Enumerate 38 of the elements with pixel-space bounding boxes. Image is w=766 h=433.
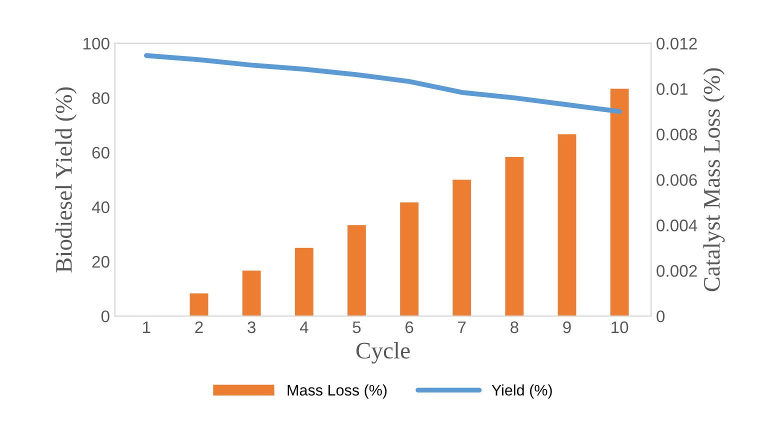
y-axis-title: Biodiesel Yield (%) (55, 87, 77, 272)
y-tick-label: 80 (92, 92, 110, 104)
bar (400, 202, 418, 316)
x-tick-label: 10 (612, 321, 628, 334)
x-tick-label: 8 (510, 321, 518, 334)
bar (242, 270, 261, 316)
x-tick-label: 2 (195, 321, 203, 334)
x-tick-label: 7 (458, 322, 466, 334)
legend-label: Mass Loss (%) (288, 384, 387, 399)
y-tick-label: 0 (101, 310, 110, 322)
x-tick-label: 6 (405, 321, 414, 334)
legend-label: Yield (%) (492, 384, 552, 399)
line-series (144, 53, 622, 114)
bar (505, 156, 524, 316)
bar (348, 225, 366, 316)
bar (294, 248, 314, 316)
y2-tick-label: 0.004 (656, 220, 698, 232)
bar (190, 293, 208, 316)
x-tick-label: 9 (563, 321, 571, 334)
x-axis-title: Cycle (356, 342, 410, 364)
bar (610, 88, 629, 316)
x-tick-label: 4 (300, 322, 308, 334)
x-tick-label: 5 (352, 322, 361, 334)
y2-tick-label: 0.008 (656, 128, 697, 140)
x-tick-label: 1 (143, 322, 150, 334)
y2-axis-title: Catalyst Mass Loss (%) (703, 68, 725, 292)
y2-tick-label: 0.012 (656, 38, 697, 50)
y-tick-label: 40 (92, 201, 110, 214)
y2-tick-label: 0.01 (656, 83, 688, 95)
y-tick-label: 20 (92, 256, 110, 268)
y-tick-label: 100 (84, 38, 110, 50)
y2-tick-label: 0.002 (656, 265, 697, 277)
x-tick-label: 3 (248, 321, 256, 334)
y2-tick-label: 0.006 (656, 174, 697, 186)
bar (558, 134, 576, 316)
y-tick-label: 60 (92, 146, 110, 159)
bar (452, 180, 472, 316)
y2-tick-label: 0 (656, 310, 665, 322)
